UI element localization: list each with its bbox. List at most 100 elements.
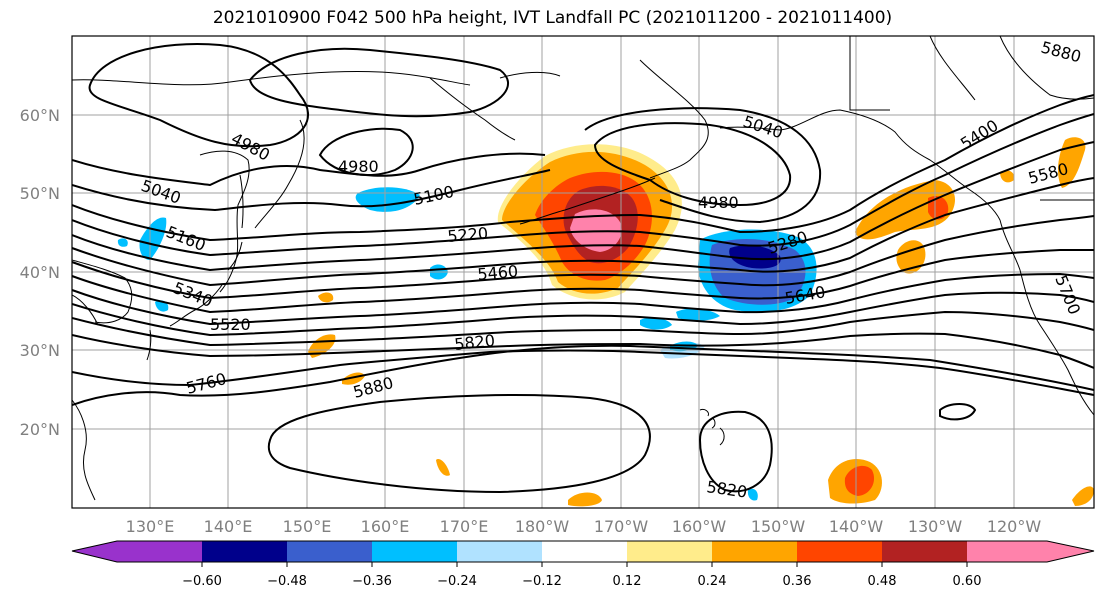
colorbar-tick-label: −0.36 [352, 574, 392, 589]
contour-label: 5400 [957, 116, 1002, 154]
ivt-positive-patch [1058, 137, 1086, 188]
ivt-positive-patch [844, 465, 875, 496]
contour-label: 5040 [741, 112, 786, 143]
colorbar-segment [287, 541, 372, 562]
coast-taiwan-ph [72, 329, 152, 501]
contour-5040 [72, 152, 546, 187]
coast-siberia [72, 71, 471, 86]
colorbar-outline [71, 540, 1095, 563]
coast-okhotsk [199, 150, 250, 293]
latitude-labels: 60°N 50°N 40°N 30°N 20°N [20, 106, 60, 439]
colorbar-segment [967, 541, 1047, 562]
lon-tick: 150°W [751, 517, 806, 536]
contour-5580 [72, 291, 1094, 337]
contour-5340 [72, 177, 1094, 287]
colorbar-tick-label: −0.60 [182, 574, 222, 589]
lon-tick: 180°W [515, 517, 570, 536]
lon-tick: 170°W [594, 517, 649, 536]
colorbar-segment [712, 541, 797, 562]
lat-tick: 40°N [20, 263, 60, 282]
colorbar-tick-label: −0.48 [267, 574, 307, 589]
ivt-positive-patch [436, 459, 450, 476]
coast-kamchatka [254, 119, 305, 229]
ivt-negative-patch [747, 488, 758, 501]
colorbar-segment [542, 541, 627, 562]
lon-tick: 150°E [283, 517, 332, 536]
contour-label: 4980 [338, 157, 379, 176]
contour-5820 [72, 344, 1094, 406]
colorbar-segment [882, 541, 967, 562]
contour-label: 5760 [184, 369, 228, 398]
contour-5820-hawaii [698, 410, 773, 493]
lat-tick: 20°N [20, 420, 60, 439]
contour-label: 5880 [1039, 38, 1083, 67]
colorbar-tick-label: 0.12 [613, 574, 642, 589]
colorbar-tick-label: 0.36 [783, 574, 812, 589]
colorbar-segment [117, 541, 202, 562]
ivt-positive-patch [855, 180, 955, 240]
lat-tick: 60°N [20, 106, 60, 125]
map-title: 2021010900 F042 500 hPa height, IVT Land… [212, 8, 893, 28]
contour-5400 [72, 215, 1094, 300]
contour-5460 [72, 249, 1094, 314]
ivt-negative-patch [139, 217, 167, 260]
height-contours [72, 43, 1094, 494]
colorbar-tick-label: 0.60 [953, 574, 982, 589]
lon-tick: 130°W [908, 517, 963, 536]
ivt-shading [117, 137, 1094, 507]
contour-label: 5520 [210, 315, 251, 334]
lon-tick: 130°E [126, 517, 175, 536]
colorbar-tick-label: −0.24 [437, 574, 477, 589]
contour-label: 5460 [477, 262, 519, 284]
ivt-positive-patch [1072, 486, 1094, 506]
contour-label: 5820 [705, 477, 748, 501]
ivt-negative-patch [117, 238, 128, 247]
ivt-positive-patch [1000, 170, 1015, 183]
coast-korea-china [72, 259, 133, 326]
lon-tick: 160°W [672, 517, 727, 536]
contour-label: 4980 [698, 193, 739, 212]
colorbar-segment [627, 541, 712, 562]
ivt-negative-patch [355, 187, 420, 212]
contour-label: 5160 [164, 222, 209, 255]
colorbar: −0.60 −0.48 −0.36 −0.24 −0.12 0.12 0.24 … [71, 540, 1095, 589]
contour-4980-west [88, 43, 310, 148]
ivt-positive-patch [568, 492, 602, 507]
map-frame [71, 35, 1095, 509]
colorbar-tick-label: 0.24 [698, 574, 727, 589]
contour-5700 [72, 332, 1094, 369]
contour-5520 [72, 272, 1094, 326]
lon-tick: 140°E [204, 517, 253, 536]
colorbar-segment [797, 541, 882, 562]
ivt-negative-strong [729, 245, 781, 269]
coast-na-west [999, 219, 1094, 416]
contour-5760 [72, 349, 1094, 396]
contour-label: 4980 [228, 129, 273, 165]
coast-aleutians [519, 177, 656, 225]
lon-tick: 170°E [440, 517, 489, 536]
ivt-positive-patch [928, 195, 949, 220]
lon-tick: 140°W [829, 517, 884, 536]
contour-5880-east [939, 403, 977, 421]
contour-label: 5220 [447, 224, 489, 246]
colorbar-segment [457, 541, 542, 562]
colorbar-extend-low [72, 541, 117, 562]
contour-5640 [72, 310, 1094, 347]
contour-5160 [72, 94, 1094, 242]
colorbar-tick-label: −0.12 [522, 574, 562, 589]
colorbar-tick-label: 0.48 [868, 574, 897, 589]
lon-tick: 120°W [987, 517, 1042, 536]
ivt-negative-patch [640, 317, 672, 330]
contour-label: 5100 [412, 182, 456, 209]
colorbar-segment [202, 541, 287, 562]
longitude-labels: 130°E 140°E 150°E 160°E 170°E 180°W 170°… [126, 517, 1042, 536]
lat-tick: 50°N [20, 184, 60, 203]
contour-5040-east [584, 107, 822, 224]
lat-tick: 30°N [20, 341, 60, 360]
contour-5280 [72, 141, 1094, 272]
contour-5220 [72, 113, 1094, 257]
coast-chukotka [429, 77, 516, 141]
ivt-positive-patch [318, 292, 334, 303]
gridlines [72, 36, 1094, 508]
